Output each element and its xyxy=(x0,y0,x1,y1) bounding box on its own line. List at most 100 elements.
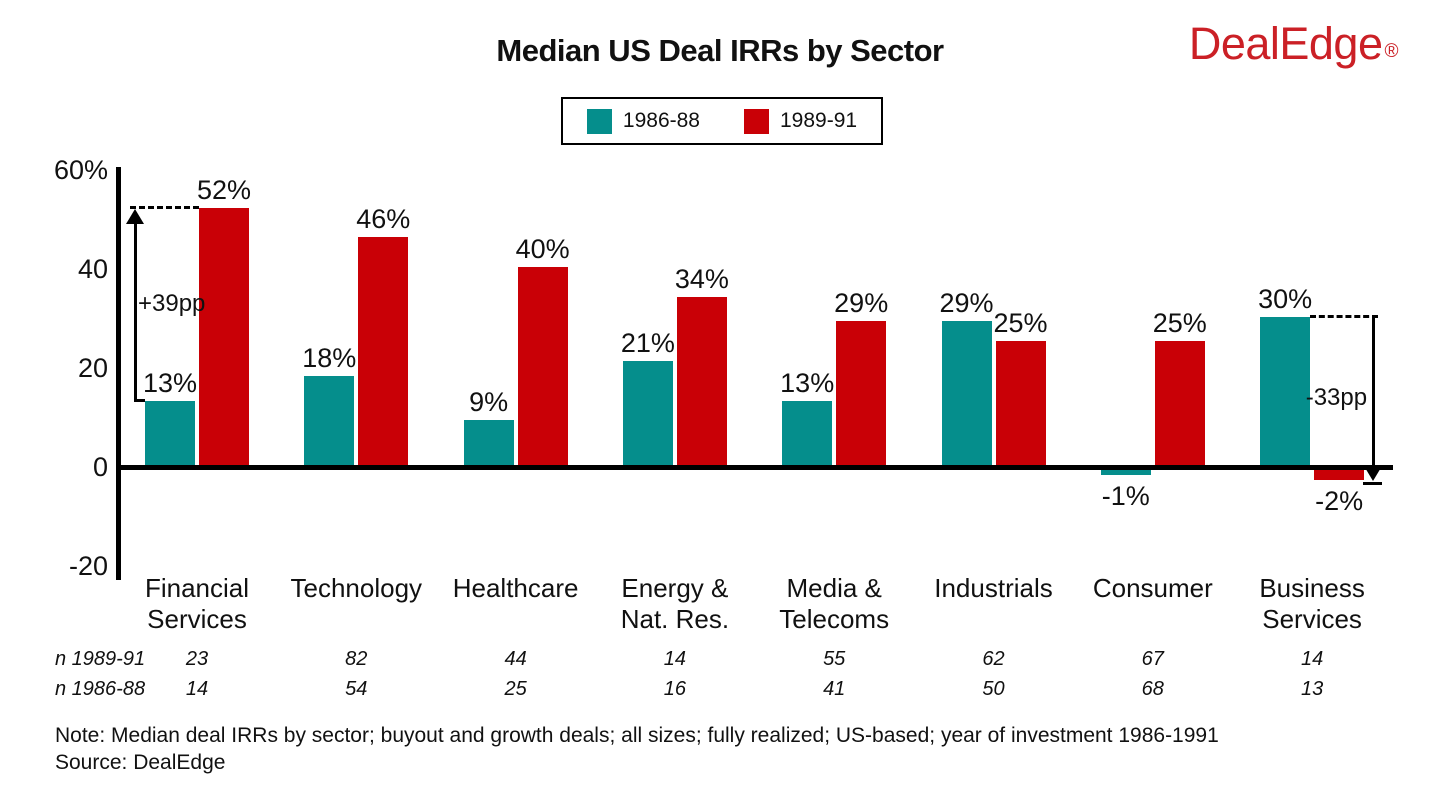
x-axis-category-label: Financial Services xyxy=(87,573,307,635)
logo-text: DealEdge xyxy=(1188,18,1383,69)
category-label-line: Business xyxy=(1259,573,1365,603)
note-text: Note: Median deal IRRs by sector; buyout… xyxy=(55,724,1219,747)
source-text: Source: DealEdge xyxy=(55,751,226,774)
bar-1986-88 xyxy=(782,400,833,465)
legend-label-1986-88: 1986-88 xyxy=(622,109,700,132)
bar-value-label: 21% xyxy=(620,328,675,359)
bar-value-label: -1% xyxy=(1101,480,1150,511)
category-label-line: Technology xyxy=(290,573,423,603)
bar-value-label: 29% xyxy=(834,288,889,319)
y-axis-tick-label: 20 xyxy=(77,352,108,383)
bar-1986-88 xyxy=(1260,316,1311,465)
annotation-label: -33pp xyxy=(1305,384,1368,412)
bar-1989-91 xyxy=(1314,470,1365,480)
legend: 1986-88 1989-91 xyxy=(561,97,883,145)
annotation-arrow-line xyxy=(133,220,137,401)
legend-label-1989-91: 1989-91 xyxy=(780,109,858,132)
n-row-label: n 1986-88 xyxy=(55,678,146,700)
legend-swatch-1986-88 xyxy=(586,108,612,134)
legend-item-1986-88: 1986-88 xyxy=(586,108,700,134)
n-row-value: 14 xyxy=(1300,648,1324,670)
n-row-value: 23 xyxy=(185,648,209,670)
n-row-value: 55 xyxy=(823,648,846,670)
annotation-arrowhead-down-icon xyxy=(1364,465,1383,481)
y-axis-tick-label: 0 xyxy=(92,451,108,482)
annotation-dashed-line xyxy=(130,205,199,209)
n-row-value: 50 xyxy=(982,678,1005,700)
x-axis-category-label: Healthcare xyxy=(406,573,626,604)
x-axis-category-label: Technology xyxy=(246,573,466,604)
annotation-arrow-line xyxy=(1371,316,1375,467)
bar-1986-88 xyxy=(463,420,514,465)
legend-item-1989-91: 1989-91 xyxy=(744,108,858,134)
bar-1989-91 xyxy=(1154,341,1205,465)
category-label-line: Healthcare xyxy=(452,573,579,603)
bar-value-label: 30% xyxy=(1258,283,1313,314)
bar-value-label: 52% xyxy=(196,174,252,205)
bar-1989-91 xyxy=(517,267,568,465)
bar-1989-91 xyxy=(995,341,1046,465)
n-row-value: 44 xyxy=(504,648,527,670)
bar-1986-88 xyxy=(145,400,195,465)
category-label-line: Financial xyxy=(144,573,250,603)
page-title: Median US Deal IRRs by Sector xyxy=(496,33,944,68)
bar-value-label: 25% xyxy=(1152,308,1207,339)
n-row-value: 62 xyxy=(982,648,1005,670)
y-axis-tick-label: -20 xyxy=(68,550,108,581)
bar-value-label: -2% xyxy=(1315,485,1364,516)
bar-1989-91 xyxy=(676,296,727,465)
bar-1989-91 xyxy=(836,321,887,465)
bar-value-label: 18% xyxy=(302,342,357,373)
bar-value-label: 46% xyxy=(356,204,411,235)
dealedge-logo: DealEdge ® xyxy=(1188,18,1399,70)
annotation-label: +39pp xyxy=(138,290,206,318)
n-row-value: 54 xyxy=(345,678,368,700)
bar-value-label: 40% xyxy=(515,234,570,264)
n-row-value: 68 xyxy=(1141,678,1164,700)
annotation-arrowhead-up-icon xyxy=(126,208,144,224)
n-row-value: 82 xyxy=(345,648,368,670)
x-axis-category-label: Industrials xyxy=(884,573,1104,604)
category-label-line: Services xyxy=(1262,604,1362,634)
n-row-value: 16 xyxy=(663,678,687,700)
bar-value-label: 29% xyxy=(939,288,994,319)
annotation-foot-line xyxy=(1363,481,1383,485)
n-row-value: 13 xyxy=(1300,678,1324,700)
bar-value-label: 34% xyxy=(674,263,729,294)
legend-swatch-1989-91 xyxy=(744,108,769,134)
category-label-line: Nat. Res. xyxy=(620,604,730,634)
bar-1986-88 xyxy=(1100,470,1151,475)
bar-value-label: 13% xyxy=(780,367,835,398)
bar-1989-91 xyxy=(199,207,249,465)
category-label-line: Energy & xyxy=(621,573,729,603)
x-axis-category-label: Business Services xyxy=(1202,573,1422,635)
y-axis-tick-label: 60% xyxy=(53,154,108,185)
registered-trademark-icon: ® xyxy=(1384,41,1399,62)
n-row-value: 14 xyxy=(185,678,209,700)
n-row-value: 25 xyxy=(504,678,527,700)
x-axis-baseline xyxy=(116,465,1393,470)
bar-1986-88 xyxy=(304,375,355,465)
bar-1989-91 xyxy=(358,237,409,465)
n-row-value: 67 xyxy=(1141,648,1164,670)
bar-value-label: 13% xyxy=(142,367,198,398)
n-row-value: 41 xyxy=(823,678,846,700)
annotation-foot-line xyxy=(133,398,145,402)
bar-1986-88 xyxy=(622,361,673,465)
bar-value-label: 25% xyxy=(993,308,1048,339)
annotation-dashed-line xyxy=(1310,314,1379,318)
n-row-value: 14 xyxy=(663,648,687,670)
x-axis-category-label: Consumer xyxy=(1043,573,1263,604)
y-axis-line xyxy=(116,167,121,580)
y-axis-tick-label: 40 xyxy=(77,253,108,284)
category-label-line: Telecoms xyxy=(779,604,890,634)
category-label-line: Industrials xyxy=(934,573,1053,603)
category-label-line: Consumer xyxy=(1092,573,1213,603)
x-axis-category-label: Energy & Nat. Res. xyxy=(565,573,785,635)
x-axis-category-label: Media & Telecoms xyxy=(724,573,944,635)
n-row-label: n 1989-91 xyxy=(55,648,146,670)
bar-value-label: 9% xyxy=(469,387,509,418)
category-label-line: Services xyxy=(147,604,247,634)
